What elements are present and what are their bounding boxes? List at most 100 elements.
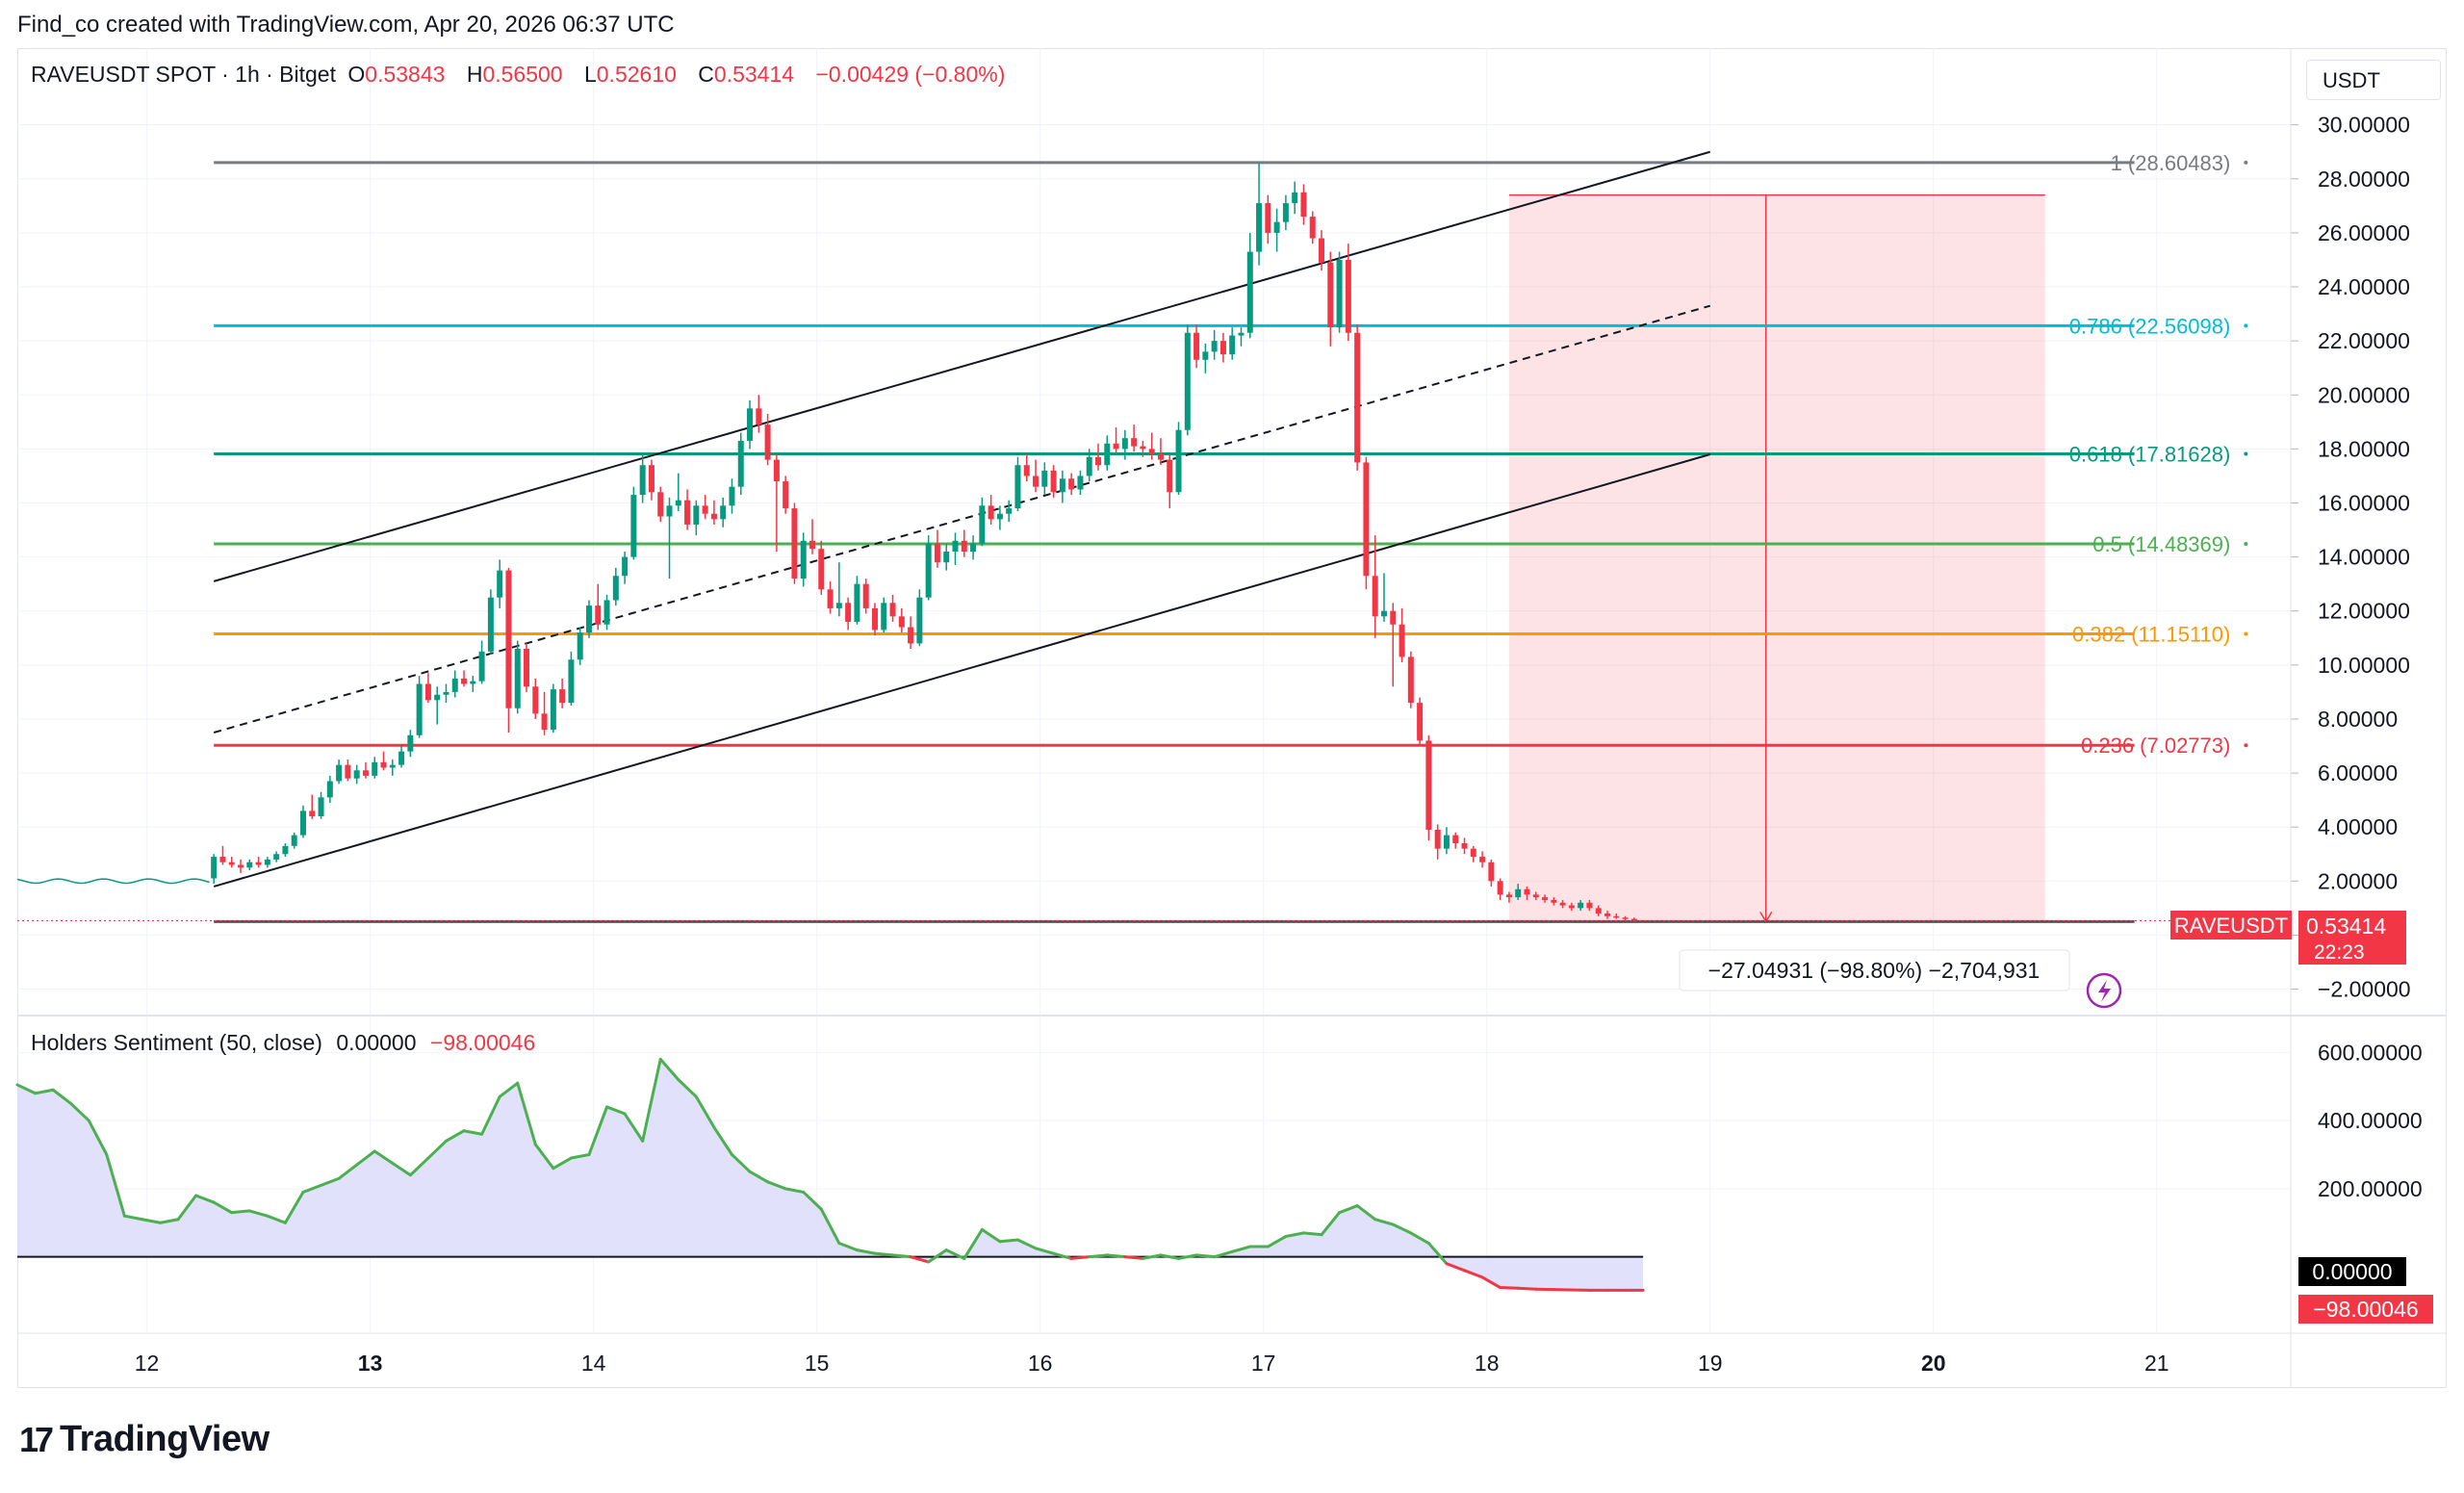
sentiment-segment: [873, 1251, 895, 1257]
tradingview-logo-mark: 17: [19, 1419, 54, 1459]
candle-body: [1211, 341, 1218, 352]
y-tick-label: 2.00000: [2318, 868, 2398, 893]
candle-body: [908, 627, 914, 644]
channel-line-mid: [213, 304, 1711, 734]
sentiment-segment: [677, 1078, 698, 1098]
short-position-box[interactable]: [1508, 193, 2045, 923]
sentiment-segment: [1338, 1204, 1359, 1215]
candle-body: [1265, 203, 1271, 233]
sentiment-segment: [51, 1088, 73, 1105]
candle-body: [1461, 843, 1468, 849]
candle-body: [1068, 478, 1075, 490]
candle-body: [1131, 438, 1138, 447]
fibonacci-retracement[interactable]: 1 (28.60483) 0.786 (22.56098) 0.618 (17.81…: [214, 151, 2248, 935]
candle-body: [336, 764, 343, 782]
candle-body: [238, 864, 244, 868]
candle-body: [1140, 446, 1146, 450]
measure-label: −27.04931 (−98.80%) −2,704,931: [1708, 958, 2040, 983]
sentiment-segment: [266, 1214, 287, 1224]
candle-body: [925, 543, 932, 598]
candle-body: [577, 632, 583, 660]
candle-body: [1256, 203, 1263, 252]
candle-body: [1559, 902, 1566, 906]
candle-body: [898, 616, 905, 628]
candle-body: [568, 659, 575, 704]
candle-body: [1452, 835, 1459, 844]
candle-body: [1372, 576, 1378, 617]
candle-body: [273, 854, 280, 860]
y-tick-label: 28.00000: [2318, 167, 2410, 192]
candle-body: [970, 543, 977, 552]
indicator-legend[interactable]: Holders Sentiment (50, close) 0.00000 −9…: [31, 1030, 535, 1056]
candle-body: [693, 505, 700, 525]
x-tick-label: 12: [135, 1351, 160, 1376]
candle-body: [1363, 462, 1370, 577]
sentiment-segment: [855, 1248, 877, 1255]
sentiment-segment: [230, 1209, 251, 1215]
candle-body: [434, 694, 441, 701]
candle-body: [1417, 703, 1424, 741]
sentiment-segment: [1159, 1253, 1181, 1260]
indicator-last-tag-text: −98.00046: [2313, 1297, 2418, 1322]
candle-body: [666, 505, 673, 517]
candle-body: [1202, 351, 1209, 360]
candle-body: [1175, 429, 1182, 493]
sentiment-segment: [623, 1112, 645, 1143]
indicator-name[interactable]: Holders Sentiment (50, close): [31, 1030, 322, 1055]
candle-body: [747, 408, 754, 441]
fib-dot: [2244, 160, 2248, 165]
short-position-area: [1508, 194, 2045, 922]
time-axis[interactable]: 12 13 14 15 16 17 18 19 20 21: [135, 1351, 2169, 1376]
candle-body: [622, 556, 629, 577]
sentiment-segment: [1034, 1247, 1056, 1255]
price-axis[interactable]: 30.00000 28.00000 26.00000 24.00000 22.00000…: [2291, 113, 2411, 1002]
candle-body: [639, 465, 646, 496]
candle-body: [1578, 902, 1584, 909]
candle-body: [809, 540, 816, 550]
parallel-channel[interactable]: [213, 150, 1711, 888]
sentiment-segment: [247, 1209, 270, 1218]
tradingview-logo[interactable]: 17 TradingView: [19, 1419, 270, 1460]
candle-body: [1515, 888, 1522, 898]
y-tick-label: 30.00000: [2318, 113, 2410, 138]
currency-selector[interactable]: USDT: [2306, 60, 2441, 100]
sentiment-segment: [158, 1218, 180, 1224]
candle-body: [889, 603, 896, 617]
candle-body: [934, 543, 940, 563]
candle-body: [1104, 443, 1111, 466]
candle-body: [657, 492, 664, 517]
candle-body: [979, 505, 986, 544]
sentiment-segment: [426, 1139, 448, 1160]
sentiment-segment: [766, 1180, 787, 1191]
sentiment-segment: [1194, 1253, 1217, 1259]
candle-body: [1059, 478, 1065, 493]
sentiment-y-label: 400.00000: [2318, 1108, 2423, 1133]
candle-body: [264, 859, 270, 865]
header-credit: Find_co created with TradingView.com, Ap…: [17, 12, 675, 38]
symbol-name[interactable]: RAVEUSDT SPOT · 1h · Bitget: [31, 62, 336, 87]
candle-body: [1434, 830, 1441, 849]
lightning-icon[interactable]: [2086, 972, 2122, 1009]
y-tick-label: 16.00000: [2318, 490, 2410, 515]
sentiment-segment: [337, 1163, 359, 1180]
candle-body: [1425, 740, 1432, 831]
symbol-legend[interactable]: RAVEUSDT SPOT · 1h · Bitget O0.53843 H0.…: [31, 62, 1011, 88]
candle-body: [881, 603, 887, 631]
fib-label-1: 1 (28.60483): [2111, 151, 2231, 175]
candle-body: [1113, 443, 1119, 450]
candle-body: [228, 862, 235, 865]
sentiment-segment: [1463, 1269, 1484, 1279]
candle-body: [684, 500, 691, 525]
sentiment-segment: [605, 1105, 627, 1116]
indicator-value1: 0.00000: [336, 1030, 417, 1055]
candle-body: [1023, 465, 1030, 476]
x-tick-label: 17: [1251, 1351, 1276, 1376]
sentiment-segment: [1015, 1238, 1038, 1250]
change-value: −0.00429 (−0.80%): [815, 62, 1006, 87]
x-tick-label: 14: [581, 1351, 606, 1376]
sentiment-y-label: 600.00000: [2318, 1040, 2423, 1065]
sentiment-segment: [641, 1057, 662, 1143]
candle-body: [1229, 335, 1236, 355]
